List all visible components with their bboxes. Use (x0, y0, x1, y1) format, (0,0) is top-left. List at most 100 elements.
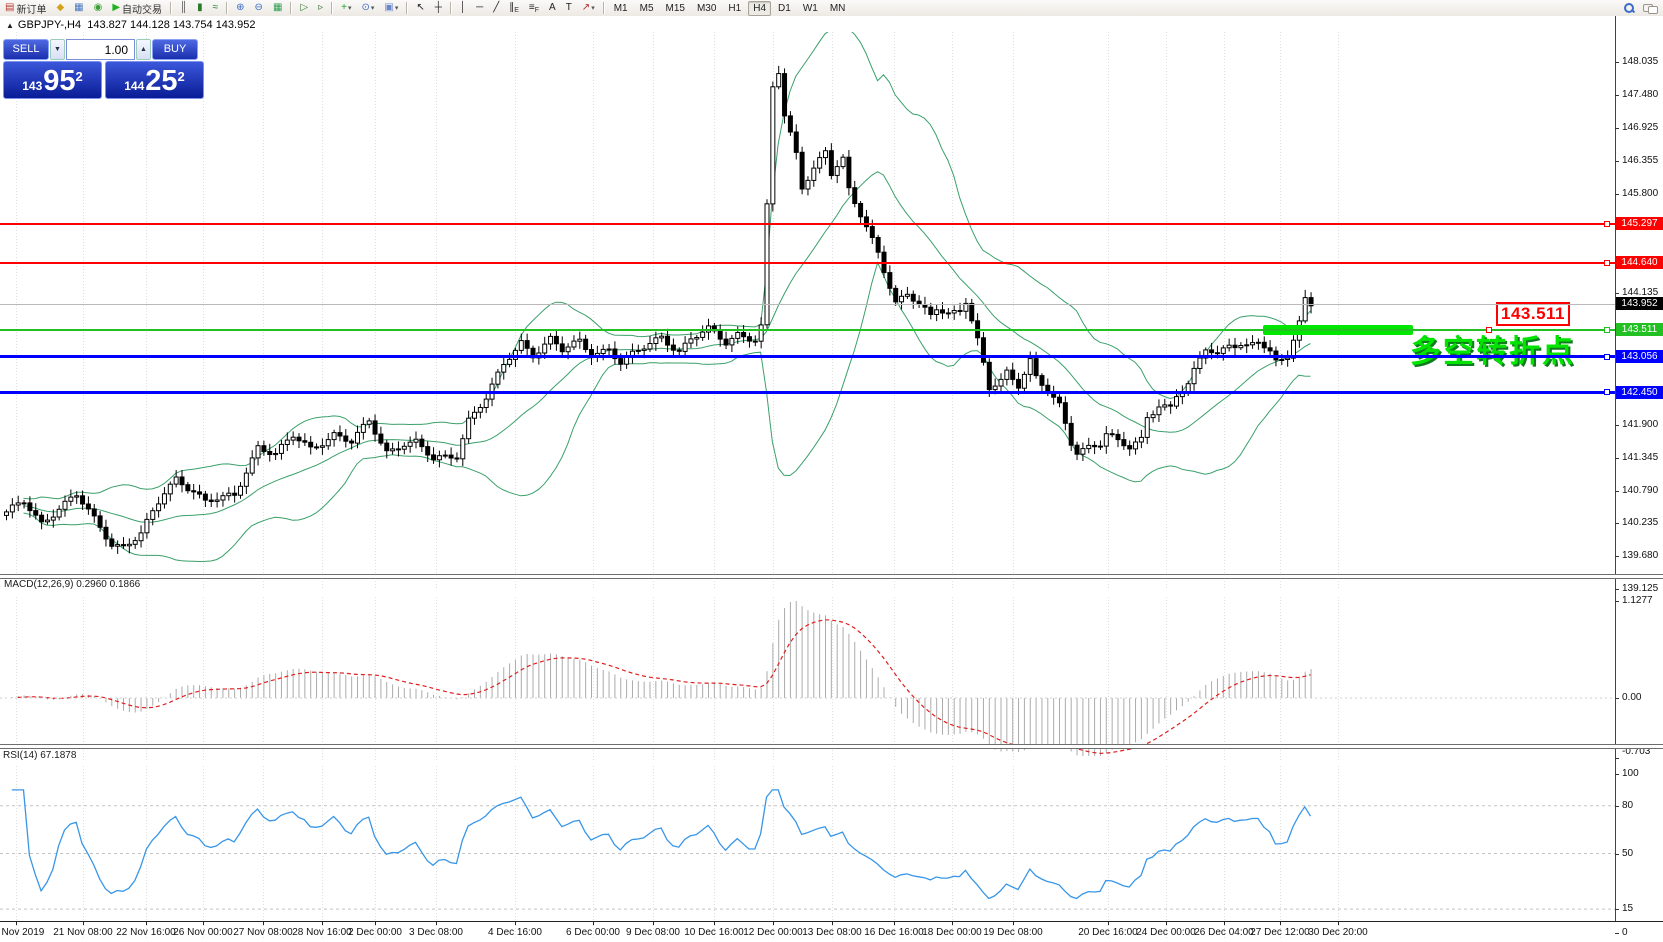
timeframe-d1[interactable]: D1 (778, 2, 791, 14)
chat-icon[interactable] (1643, 3, 1658, 14)
toolbar-separator (170, 2, 173, 14)
horizontal-level-line[interactable] (0, 328, 1615, 331)
bar-chart-icon: ║ (180, 2, 188, 13)
timeframe-h1[interactable]: H1 (728, 2, 742, 14)
sell-button[interactable]: SELL (3, 39, 49, 60)
fibonacci-icon: ≡ (528, 2, 535, 13)
zoom-out-button[interactable]: ⊖ (251, 0, 267, 16)
crosshair-button[interactable]: ┼ (431, 0, 446, 16)
rsi-axis-tick (1615, 853, 1619, 855)
rsi-axis-label: 15 (1622, 903, 1634, 915)
text-label-icon: T (565, 2, 572, 13)
horizontal-level-line[interactable] (0, 222, 1615, 225)
profile-button[interactable]: ▦ (70, 0, 87, 16)
timeframe-w1[interactable]: W1 (802, 2, 818, 14)
time-axis-tick (203, 921, 204, 925)
turning-point-annotation[interactable]: 多空转折点 (1410, 334, 1575, 369)
price-axis-tick (1615, 556, 1619, 558)
macd-axis-label: 0.00 (1622, 692, 1642, 703)
autotrading-button: ▶ (112, 2, 121, 13)
buy-button[interactable]: BUY (152, 39, 198, 60)
time-axis-tick (146, 921, 147, 925)
price-axis-tick (1615, 457, 1619, 459)
time-axis-label: 18 Dec 00:00 (922, 927, 982, 938)
tile-windows-button[interactable]: ▦ (269, 0, 286, 16)
horizontal-line-button[interactable]: ─ (472, 0, 487, 16)
price-axis-tick (1615, 161, 1619, 163)
volume-input[interactable] (66, 39, 135, 60)
metaeditor-button[interactable]: ◆ (52, 0, 68, 16)
timeframe-m30[interactable]: M30 (696, 2, 717, 14)
line-anchor[interactable] (1604, 220, 1610, 227)
main-price-chart[interactable] (0, 25, 1615, 590)
templates-button[interactable]: ▣ ▾ (380, 0, 402, 16)
arrows-icon: ↗ (581, 2, 591, 13)
price-axis-tick (1615, 62, 1619, 63)
search-icon[interactable] (1623, 2, 1635, 14)
horizontal-level-line[interactable] (0, 355, 1615, 358)
crosshair-icon: ┼ (434, 2, 442, 13)
signals-button[interactable]: ◉ (90, 0, 107, 16)
fibonacci-button[interactable]: ≡ F (525, 0, 543, 16)
zoom-in-button[interactable]: ⊕ (232, 0, 248, 16)
price-axis-label: 139.680 (1622, 550, 1659, 562)
vertical-line-button[interactable]: │ (456, 0, 470, 16)
label-anchor[interactable] (1486, 326, 1492, 333)
new-order-button: ▤ (5, 2, 15, 13)
sell-price-panel[interactable]: 143 95 2 (3, 61, 102, 99)
cursor-button[interactable]: ↖ (412, 0, 428, 16)
line-anchor[interactable] (1604, 326, 1610, 333)
autotrading-button[interactable]: ▶ 自动交易 (108, 0, 166, 16)
timeframe-h4[interactable]: H4 (748, 0, 772, 16)
auto-scroll-icon: ▷ (300, 2, 309, 13)
line-anchor[interactable] (1604, 389, 1610, 396)
line-chart-button[interactable]: ≈ (209, 0, 223, 16)
time-axis-label: 9 Dec 08:00 (626, 927, 680, 938)
panel-separator[interactable] (0, 744, 1663, 749)
equidistant-channel-button[interactable]: ∥ E (505, 0, 523, 16)
trendline-button[interactable]: ╱ (489, 0, 503, 16)
fibonacci-icon-sub: F (534, 6, 540, 14)
price-axis-label: 146.925 (1622, 121, 1659, 133)
volume-down-button[interactable]: ▼ (50, 39, 65, 60)
candlestick-chart-icon: ▮ (197, 2, 203, 13)
new-order-button[interactable]: ▤ 新订单 (1, 0, 50, 16)
symbol-period-label: GBPJPY-,H4 (17, 19, 82, 31)
auto-scroll-button[interactable]: ▷ (296, 0, 312, 16)
timeframe-m5[interactable]: M5 (639, 2, 654, 14)
line-anchor[interactable] (1604, 259, 1610, 266)
horizontal-level-line[interactable] (0, 261, 1615, 264)
time-axis-tick (1013, 921, 1014, 925)
line-anchor[interactable] (1604, 353, 1610, 360)
timeframe-mn[interactable]: MN (829, 2, 846, 14)
text-label-button[interactable]: T (562, 0, 576, 16)
chart-shift-button[interactable]: ▹ (314, 0, 327, 16)
time-axis-label: 20 Nov 2019 (0, 927, 45, 938)
text-button[interactable]: A (545, 0, 560, 16)
time-axis-tick (894, 921, 895, 925)
panel-separator[interactable] (0, 574, 1663, 579)
level-price-text-label[interactable]: 143.511 (1496, 302, 1570, 326)
collapse-panel-icon[interactable]: ▲ (6, 21, 14, 30)
chart-window[interactable]: ▲ GBPJPY-,H4 143.827 144.128 143.754 143.… (0, 16, 1663, 942)
timeframe-m15[interactable]: M15 (665, 2, 685, 14)
price-axis-label: 146.355 (1622, 155, 1659, 167)
chevron-down-icon: ▾ (347, 5, 352, 12)
volume-up-button[interactable]: ▲ (136, 39, 151, 60)
current-price-line (0, 303, 1615, 305)
timeframe-m1[interactable]: M1 (613, 2, 628, 14)
buy-price-panel[interactable]: 144 25 2 (105, 61, 204, 99)
bar-chart-button[interactable]: ║ (176, 0, 191, 16)
horizontal-level-line[interactable] (0, 390, 1615, 394)
time-axis-label: 27 Dec 12:00 (1250, 927, 1310, 938)
buy-price-sup: 2 (177, 69, 185, 84)
candlestick-chart-button[interactable]: ▮ (193, 0, 207, 16)
rsi-indicator-panel[interactable] (0, 766, 1615, 939)
arrows-button[interactable]: ↗ ▾ (578, 0, 599, 16)
time-axis-label: 12 Dec 00:00 (743, 927, 803, 938)
price-axis-label: 141.345 (1622, 451, 1659, 463)
macd-indicator-panel[interactable] (0, 597, 1615, 760)
indicators-button[interactable]: + ▾ (337, 0, 355, 16)
periods-button[interactable]: ⊙ ▾ (357, 0, 378, 16)
